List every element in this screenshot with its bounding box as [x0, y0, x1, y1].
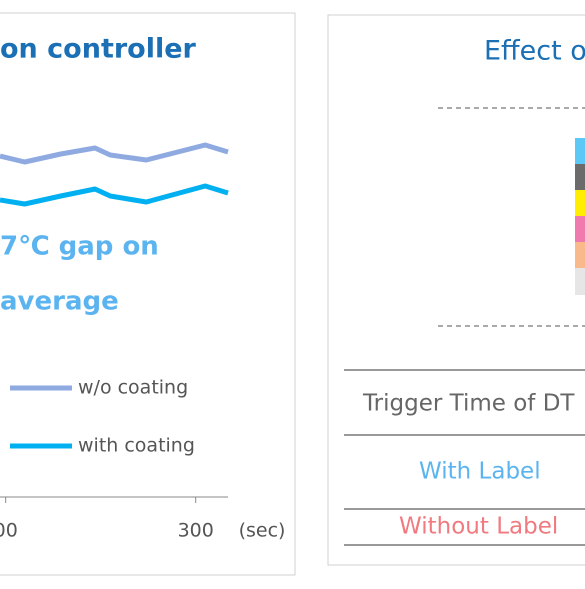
x-tick-label: 300	[178, 520, 214, 542]
swatch	[575, 164, 585, 190]
legend-label: w/o coating	[78, 377, 188, 399]
swatch	[575, 268, 585, 295]
table-cell: With Label	[419, 459, 541, 485]
x-tick-label: 00	[0, 520, 18, 542]
swatch	[575, 190, 585, 216]
table-cell: Without Label	[399, 514, 558, 540]
line	[0, 183, 229, 207]
table-cell: Trigger Time of DT	[362, 391, 575, 417]
x-axis-label: (sec)	[239, 520, 286, 542]
panel-title: Effect o	[484, 36, 585, 67]
legend-label: with coating	[78, 435, 195, 457]
line	[0, 142, 229, 165]
swatch	[575, 242, 585, 268]
swatch	[575, 216, 585, 242]
color-strip	[575, 138, 585, 295]
right-panel-frame	[327, 14, 585, 566]
left-panel-frame	[0, 12, 296, 576]
annotation: 7℃ gap on	[0, 232, 159, 262]
chart-title: on controller	[0, 34, 197, 65]
swatch	[575, 138, 585, 164]
annotation: average	[0, 287, 119, 317]
